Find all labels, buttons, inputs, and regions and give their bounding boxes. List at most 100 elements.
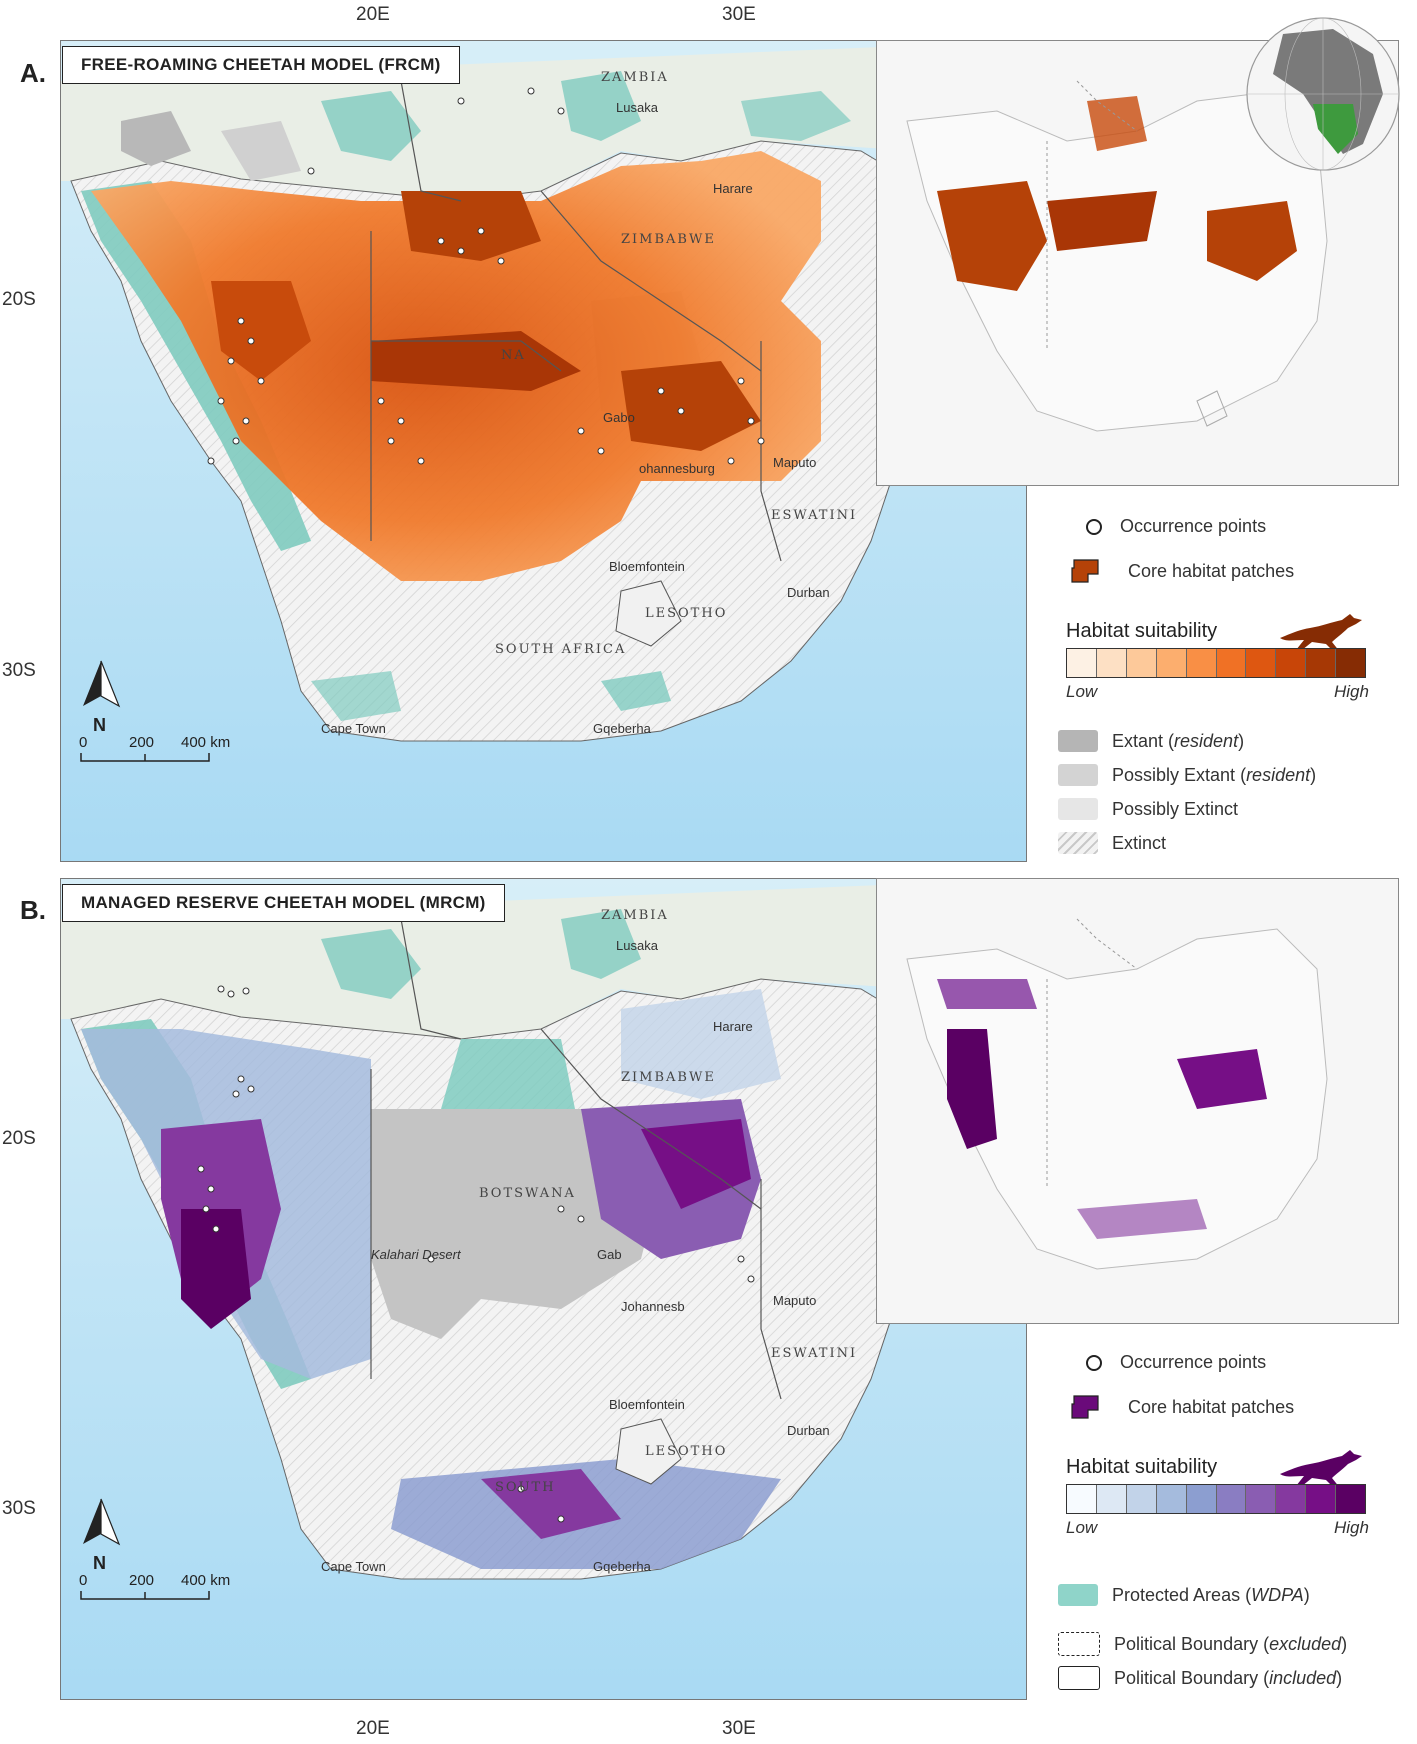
label-johannesburg-a: ohannesburg: [639, 461, 715, 476]
scalebar-400-a: 400 km: [181, 734, 230, 751]
label-lusaka-b: Lusaka: [616, 938, 659, 953]
label-gqeberha-b: Gqeberha: [593, 1559, 652, 1574]
panel-letter-b: B.: [20, 895, 46, 925]
range-swatch: [1058, 798, 1098, 820]
legend-hs-title-a: Habitat suitability: [1066, 620, 1218, 642]
tick-left-30s-a: 30S: [2, 660, 36, 681]
label-eswatini-a: ESWATINI: [771, 508, 857, 523]
ramp-b-step: [1126, 1485, 1157, 1513]
legend-range-label: Possibly Extinct: [1112, 798, 1239, 819]
cheetah-icon-orange: [1280, 614, 1362, 652]
scalebar-0-a: 0: [79, 734, 87, 751]
ramp-a-step: [1276, 649, 1307, 677]
label-zambia-b: ZAMBIA: [601, 908, 669, 923]
label-eswatini-b: ESWATINI: [771, 1346, 857, 1361]
legend-core-a: Core habitat patches: [1058, 556, 1294, 586]
tick-top-30e: 30E: [722, 4, 756, 25]
legend-range-note: (resident): [1163, 730, 1245, 751]
ramp-low-a: Low: [1066, 682, 1098, 701]
legend-boundary-excluded: Political Boundary (excluded): [1058, 1632, 1347, 1656]
label-gaborone-b: Gab: [597, 1247, 622, 1262]
range-swatch: [1058, 730, 1098, 752]
scalebar-200-b: 200: [129, 1572, 154, 1589]
legend-range-label: Possibly Extant: [1112, 764, 1236, 785]
legend-range-item: Extinct: [1058, 832, 1166, 854]
ramp-a-step: [1067, 649, 1097, 677]
north-label-a: N: [93, 715, 106, 735]
ramp-a-step: [1096, 649, 1127, 677]
legend-range-label: Extant: [1112, 730, 1164, 751]
legend-core-label-b: Core habitat patches: [1128, 1396, 1295, 1417]
inset-a-svg: [877, 41, 1398, 485]
legend-range-item: Possibly Extinct: [1058, 798, 1238, 820]
panel-letter-a: A.: [20, 58, 46, 88]
ramp-a-step: [1126, 649, 1157, 677]
label-zimbabwe-b: ZIMBABWE: [621, 1070, 716, 1085]
legend-pa-label: Protected Areas: [1112, 1584, 1241, 1605]
habitat-ramp-a: [1066, 648, 1366, 678]
ramp-b-step: [1067, 1485, 1097, 1513]
label-zimbabwe-a: ZIMBABWE: [621, 232, 716, 247]
ramp-b-step: [1096, 1485, 1127, 1513]
occurrence-point-icon: [1086, 518, 1102, 535]
inset-map-b[interactable]: [876, 878, 1399, 1324]
ramp-a-step: [1306, 649, 1337, 677]
map-panel-b[interactable]: ZAMBIA Lusaka Harare ZIMBABWE BOTSWANA K…: [60, 878, 1027, 1700]
ramp-b-step: [1186, 1485, 1217, 1513]
label-gaborone-a: Gabo: [603, 410, 635, 425]
label-lesotho-a: LESOTHO: [645, 606, 727, 621]
extinct-hatch-swatch: [1058, 832, 1098, 854]
label-maputo-a: Maputo: [773, 455, 816, 470]
occurrence-point-icon: [1086, 1354, 1102, 1371]
north-label-b: N: [93, 1553, 106, 1573]
label-cape-town-b: Cape Town: [321, 1559, 386, 1574]
label-lesotho-b: LESOTHO: [645, 1444, 727, 1459]
tick-bottom-30e: 30E: [722, 1718, 756, 1739]
map-a-svg: ZAMBIA Lusaka Harare ZIMBABWE NA Gabo oh…: [61, 41, 1026, 861]
legend-boundary-excluded-label: Political Boundary: [1114, 1633, 1259, 1654]
legend-boundary-excluded-note: excluded: [1269, 1633, 1342, 1654]
ramp-a-step: [1186, 649, 1217, 677]
ramp-a-step: [1156, 649, 1187, 677]
scalebar-a: 0 200 400 km: [79, 734, 230, 762]
ramp-high-b: High: [1334, 1518, 1369, 1537]
label-south-africa-b: SOUTH: [495, 1480, 556, 1495]
ramp-a-step: [1216, 649, 1247, 677]
range-swatch: [1058, 764, 1098, 786]
legend-occurrence-label-b: Occurrence points: [1120, 1352, 1267, 1372]
legend-protected-areas: Protected Areas (WDPA): [1058, 1584, 1310, 1606]
tick-left-20s-b: 20S: [2, 1128, 36, 1149]
tick-bottom-20e: 20E: [356, 1718, 390, 1739]
ramp-a-step: [1246, 649, 1277, 677]
ramp-a-step: [1336, 649, 1366, 677]
label-botswana-a: NA: [501, 348, 526, 363]
north-arrow-a: N: [83, 660, 121, 735]
label-kalahari-b: Kalahari Desert: [371, 1247, 462, 1262]
label-zambia-a: ZAMBIA: [601, 70, 669, 85]
label-bloemfontein-b: Bloemfontein: [609, 1397, 685, 1412]
scalebar-400-b: 400 km: [181, 1572, 230, 1589]
map-panel-a[interactable]: ZAMBIA Lusaka Harare ZIMBABWE NA Gabo oh…: [60, 40, 1027, 862]
tick-left-20s-a: 20S: [2, 289, 36, 310]
ramp-low-b: Low: [1066, 1518, 1098, 1537]
label-johannesburg-b: Johannesb: [621, 1299, 685, 1314]
label-durban-a: Durban: [787, 585, 830, 600]
legend-occurrence-b: Occurrence points: [1058, 1352, 1266, 1373]
ramp-b-step: [1246, 1485, 1277, 1513]
ramp-b-step: [1336, 1485, 1366, 1513]
scalebar-200-a: 200: [129, 734, 154, 751]
core-patch-icon-purple: [1071, 1395, 1099, 1419]
boundary-excluded-swatch: [1058, 1632, 1100, 1656]
ramp-b-step: [1276, 1485, 1307, 1513]
label-botswana-b: BOTSWANA: [479, 1186, 576, 1201]
inset-map-a[interactable]: [876, 40, 1399, 486]
label-gqeberha-a: Gqeberha: [593, 721, 652, 736]
label-cape-town-a: Cape Town: [321, 721, 386, 736]
label-lusaka-a: Lusaka: [616, 100, 659, 115]
legend-boundary-included: Political Boundary (included): [1058, 1666, 1342, 1690]
cheetah-icon-purple: [1280, 1450, 1362, 1488]
occurrence-points-a: [207, 87, 765, 465]
label-harare-a: Harare: [713, 181, 753, 196]
legend-range-label: Extinct: [1112, 832, 1167, 853]
legend-range-item: Extant (resident): [1058, 730, 1244, 752]
